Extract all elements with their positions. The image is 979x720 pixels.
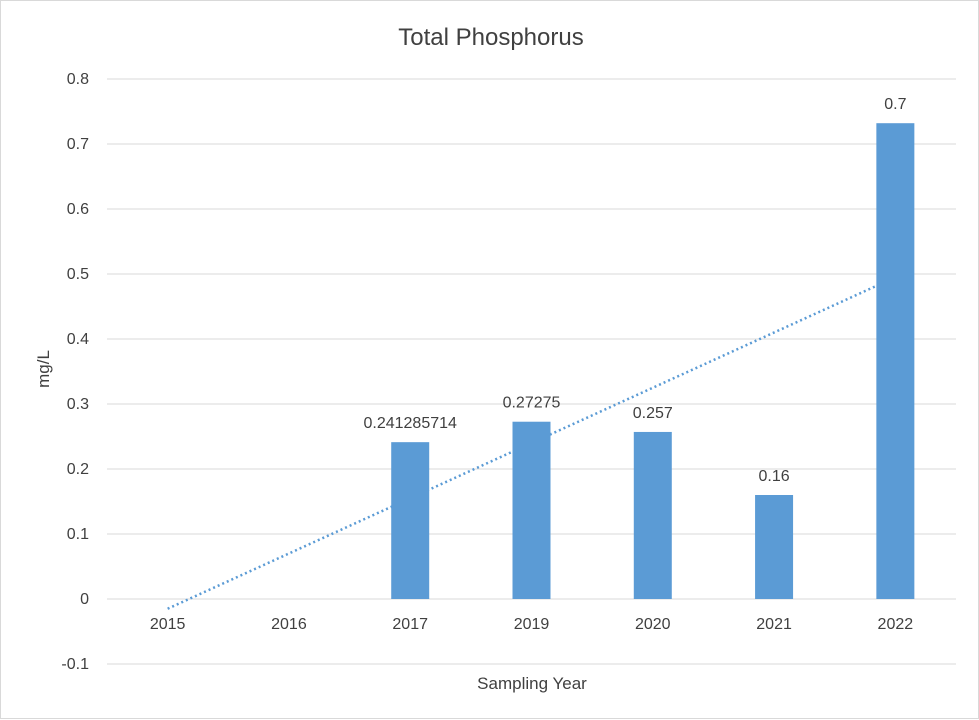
x-tick-label: 2017 [392, 616, 428, 633]
y-axis-ticks: -0.1 0 0.1 0.2 0.3 0.4 0.5 0.6 0.7 0.8 [61, 71, 89, 673]
data-label: 0.16 [759, 468, 790, 485]
bar [876, 123, 915, 599]
x-tick-label: 2019 [514, 616, 550, 633]
x-tick-label: 2021 [756, 616, 792, 633]
y-tick-label: 0.1 [67, 526, 89, 543]
y-tick-label: 0.3 [67, 396, 89, 413]
y-tick-label: 0.7 [67, 136, 89, 153]
trendline-layer [167, 276, 896, 610]
y-tick-label: -0.1 [61, 656, 89, 673]
data-label: 0.27275 [503, 395, 561, 412]
y-tick-label: 0.4 [67, 331, 89, 348]
data-labels: 0.241285714 0.27275 0.257 0.16 0.7 [363, 96, 906, 485]
y-tick-label: 0.5 [67, 266, 89, 283]
y-tick-label: 0 [80, 591, 89, 608]
x-axis-ticks: 2015 2016 2017 2019 2020 2021 2022 [150, 616, 913, 633]
y-axis-title: mg/L [34, 350, 53, 388]
y-tick-label: 0.8 [67, 71, 89, 88]
bar [512, 421, 551, 599]
bars [391, 123, 915, 599]
x-tick-label: 2020 [635, 616, 671, 633]
chart-title: Total Phosphorus [398, 24, 583, 51]
x-tick-label: 2016 [271, 616, 307, 633]
y-tick-label: 0.2 [67, 461, 89, 478]
data-label: 0.257 [633, 405, 673, 422]
y-tick-label: 0.6 [67, 201, 89, 218]
data-label: 0.7 [884, 96, 906, 113]
bar [391, 442, 430, 599]
gridlines [107, 78, 956, 665]
x-tick-label: 2015 [150, 616, 186, 633]
bar [755, 495, 794, 599]
x-tick-label: 2022 [878, 616, 914, 633]
x-axis-title: Sampling Year [477, 674, 587, 693]
trendline [167, 276, 896, 610]
data-label: 0.241285714 [363, 415, 457, 432]
bar [633, 431, 672, 599]
